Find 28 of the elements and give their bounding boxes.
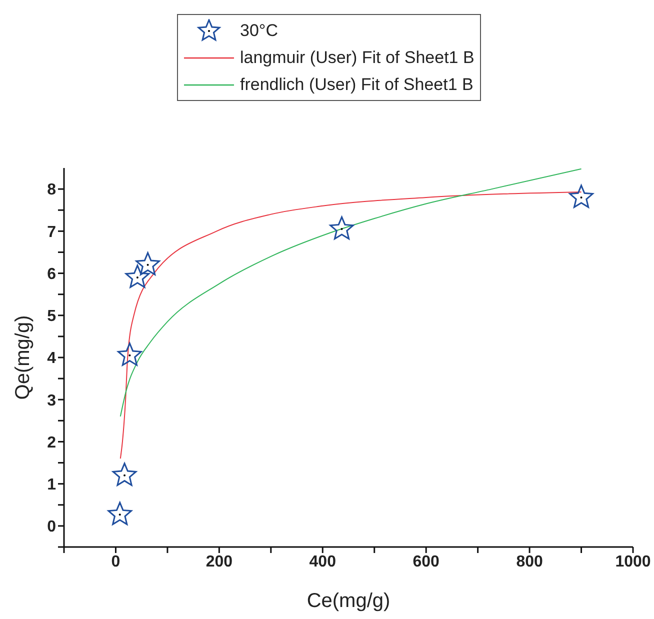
legend-label: langmuir (User) Fit of Sheet1 B [240,48,474,68]
x-tick-label: 200 [206,553,233,570]
line-series [120,168,582,417]
x-axis-title: Ce(mg/g) [306,590,390,612]
y-tick-label: 5 [47,308,56,326]
x-tick-label: 400 [309,553,336,570]
point [136,252,160,276]
point [112,462,137,486]
x-tick-label: 1000 [615,553,651,570]
x-tick-label: 0 [111,553,120,570]
y-tick-label: 3 [47,392,56,410]
point [108,502,132,526]
y-tick-label: 8 [47,182,56,199]
y-tick-label: 6 [47,266,56,283]
x-tick-label: 800 [516,553,543,570]
y-tick-label: 2 [47,434,56,452]
y-tick-label: 7 [47,224,56,241]
point [125,264,150,288]
y-tick-label: 4 [47,350,56,368]
y-tick-label: 0 [47,518,56,536]
point [569,184,594,208]
x-tick-label: 600 [412,553,440,570]
point [330,216,354,240]
y-axis-title: Qe(mg/g) [12,315,34,400]
y-tick-label: 1 [47,476,56,494]
legend-label: frendlich (User) Fit of Sheet1 B [240,74,474,94]
point [118,342,142,366]
legend-label: 30°C [240,20,278,40]
